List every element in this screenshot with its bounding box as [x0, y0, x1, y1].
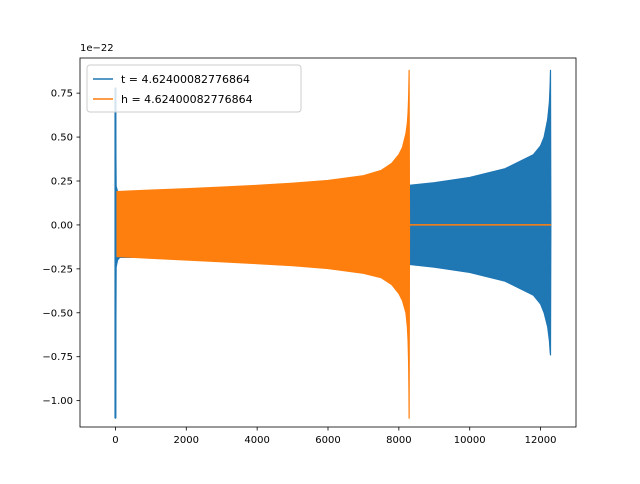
y-tick-label: −0.25: [42, 264, 73, 275]
x-tick-label: 4000: [244, 435, 269, 446]
y-tick-label: −0.50: [42, 308, 73, 319]
y-tick-label: 0.50: [51, 133, 73, 144]
y-tick-label: −1.00: [42, 396, 73, 407]
legend-box: [86, 64, 302, 113]
x-tick-label: 12000: [525, 435, 557, 446]
legend-label-1: h = 4.62400082776864: [121, 93, 253, 106]
x-tick-label: 8000: [386, 435, 411, 446]
x-tick-label: 2000: [174, 435, 199, 446]
y-offset-text: 1e−22: [80, 43, 114, 54]
y-tick-label: 0.00: [51, 220, 73, 231]
axes-frame: [79, 57, 577, 428]
x-tick-label: 6000: [315, 435, 340, 446]
y-tick-label: 0.25: [51, 177, 73, 188]
series-layer: [114, 69, 552, 419]
y-tick-label: 0.75: [51, 89, 73, 100]
legend: t = 4.62400082776864 h = 4.62400082776864: [86, 64, 302, 113]
x-tick-label: 10000: [454, 435, 486, 446]
legend-label-0: t = 4.62400082776864: [121, 73, 250, 86]
y-tick-label: −0.75: [42, 352, 73, 363]
ticks-layer: 0 2000 4000 6000 8000 10000 12000 −1.00 −0.75 −0.…: [42, 89, 556, 446]
x-tick-label: 0: [112, 435, 118, 446]
